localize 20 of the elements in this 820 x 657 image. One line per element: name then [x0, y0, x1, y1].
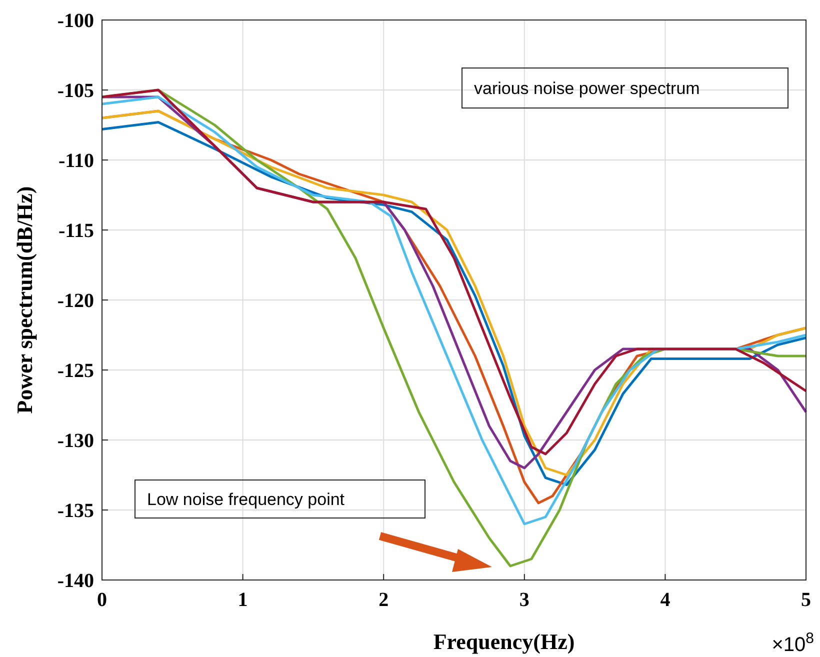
y-tick-label: -130: [57, 430, 94, 452]
y-tick-label: -135: [57, 500, 94, 522]
annotation: various noise power spectrum: [474, 79, 700, 98]
x-tick-label: 3: [519, 589, 530, 611]
text: ×10$^{8}$: [772, 630, 814, 656]
x-tick-label: 2: [378, 589, 389, 611]
y-tick-label: -125: [57, 360, 94, 382]
y-tick-label: -110: [58, 150, 94, 172]
y-axis-title: Power spectrum(dB/Hz): [12, 186, 37, 414]
y-tick-label: -115: [58, 220, 94, 242]
y-tick-label: -140: [57, 570, 94, 592]
x-tick-label: 5: [801, 589, 811, 611]
y-tick-label: -105: [57, 80, 94, 102]
y-tick-label: -120: [57, 290, 94, 312]
x-tick-label: 4: [660, 589, 670, 611]
x-tick-label: 1: [238, 589, 248, 611]
x-tick-label: 0: [97, 589, 107, 611]
x-axis-title: Frequency(Hz): [433, 629, 575, 654]
annotation: Low noise frequency point: [147, 490, 345, 509]
y-tick-label: -100: [57, 10, 94, 32]
